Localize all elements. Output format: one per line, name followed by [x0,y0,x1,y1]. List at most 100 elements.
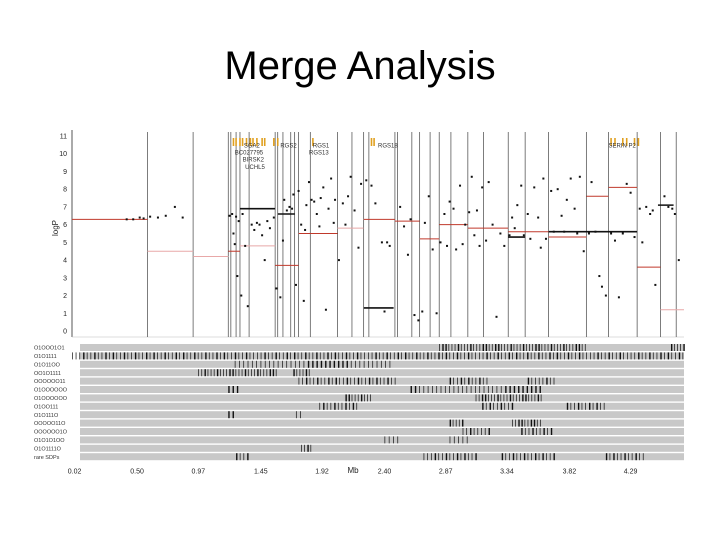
haplotype-mark [504,402,506,410]
haplotype-mark [639,453,640,461]
haplotype-mark [75,352,77,360]
haplotype-mark [453,453,454,461]
haplotype-mark [527,419,529,427]
haplotype-mark [683,344,685,351]
haplotype-mark [175,352,177,360]
x-tick-label: 0.97 [191,469,205,476]
haplotype-mark [205,352,207,360]
haplotype-mark [247,369,249,377]
haplotype-mark [247,453,249,461]
haplotype-mark [338,352,340,360]
gene-mark [373,138,375,146]
haplotype-mark [300,411,301,419]
data-point [246,305,249,308]
haplotype-mark [438,453,440,461]
haplotype-mark [575,344,577,351]
data-point [275,287,278,290]
haplotype-mark [310,444,312,452]
haplotype-mark [488,394,489,402]
haplotype-mark [550,428,553,435]
haplotype-mark [549,377,551,385]
data-point [250,223,253,226]
data-point [240,294,243,297]
haplotype-mark [277,360,279,368]
data-point [537,216,540,219]
haplotype-mark [585,402,587,410]
gene-mark [370,138,373,146]
haplotype-mark [301,444,302,452]
haplotype-mark [467,352,470,360]
haplotype-mark [553,377,555,385]
haplotype-mark [442,453,443,461]
haplotype-mark [112,352,115,360]
haplotype-mark [581,402,583,410]
haplotype-mark [531,377,533,385]
haplotype-mark [530,386,533,393]
data-point [231,213,234,215]
haplotype-mark [223,352,226,360]
haplotype-mark [325,360,327,368]
haplotype-mark [307,444,309,452]
haplotype-mark [605,453,608,461]
haplotype-mark [512,453,515,461]
haplotype-mark [496,386,498,393]
haplotype-mark [382,352,384,360]
x-tick-label: 2.87 [439,469,453,476]
haplotype-row-label: O1OOO1O1 [34,346,65,352]
haplotype-row-band [80,402,684,410]
data-point [281,239,284,242]
haplotype-mark [553,352,554,360]
haplotype-mark [460,453,462,461]
haplotype-mark [539,386,541,393]
haplotype-mark [678,352,681,360]
haplotype-mark [327,352,329,360]
data-point [360,182,363,185]
haplotype-mark [546,453,547,461]
y-tick-label: 7 [63,204,67,211]
haplotype-mark [464,453,466,461]
haplotype-mark [492,386,493,393]
haplotype-mark [168,352,169,360]
haplotype-mark [131,352,132,360]
haplotype-mark [540,419,541,427]
haplotype-mark [460,344,462,351]
haplotype-mark [350,360,352,368]
data-point [539,246,542,249]
haplotype-mark [478,394,480,402]
haplotype-mark [464,377,466,385]
y-tick-label: 9 [63,169,67,176]
haplotype-mark [269,360,270,368]
data-point [499,232,502,235]
haplotype-mark [386,352,388,360]
haplotype-row-band [80,377,684,385]
data-point [399,205,402,208]
haplotype-row-label: O1OOOOOO [34,396,68,402]
haplotype-row-band [80,419,684,427]
haplotype-mark [479,352,480,360]
data-point [508,234,511,237]
haplotype-mark [372,377,374,385]
haplotype-mark [521,419,523,427]
data-point [236,275,239,278]
haplotype-mark [256,360,257,368]
haplotype-mark [216,369,219,377]
haplotype-mark [532,428,534,435]
haplotype-mark [481,428,482,435]
haplotype-mark [462,428,464,435]
haplotype-mark [482,344,484,351]
haplotype-mark [364,352,365,360]
haplotype-mark [376,360,378,368]
data-point [473,234,476,237]
haplotype-mark [72,352,73,360]
haplotype-mark [271,352,273,360]
haplotype-mark [578,344,581,351]
haplotype-mark [479,344,481,351]
x-tick-label: 4.29 [624,469,638,476]
data-point [617,296,620,299]
haplotype-mark [656,352,658,360]
gene-mark [273,138,275,146]
haplotype-mark [620,453,622,461]
data-point [448,200,451,203]
haplotype-mark [355,360,356,368]
data-point [304,228,307,231]
